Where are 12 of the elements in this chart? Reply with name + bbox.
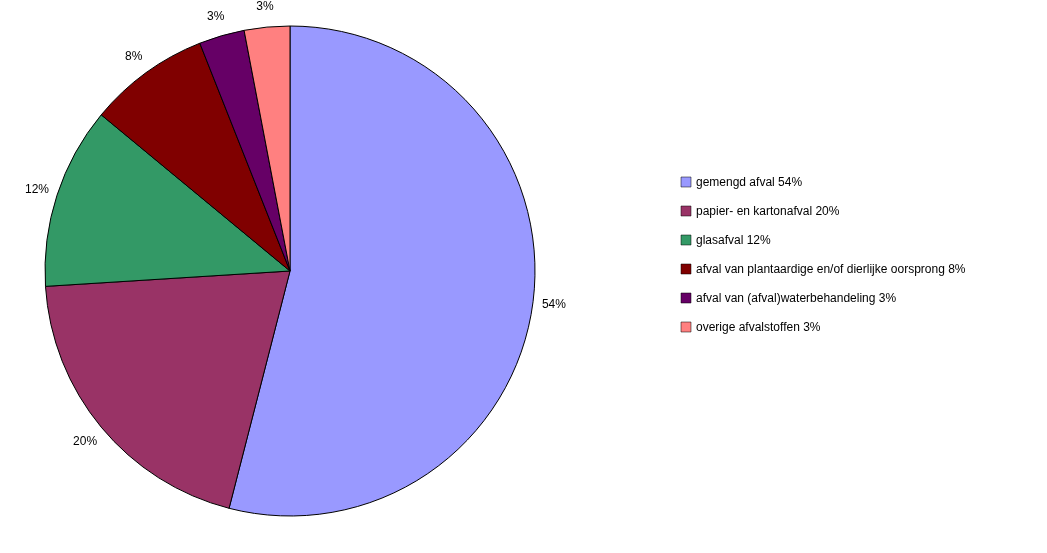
data-label: 3% xyxy=(256,0,274,14)
legend-label: afval van (afval)waterbehandeling 3% xyxy=(696,291,897,305)
data-label: 20% xyxy=(73,433,98,448)
legend-label: papier- en kartonafval 20% xyxy=(696,204,840,218)
data-label: 3% xyxy=(207,8,225,23)
data-label: 12% xyxy=(25,181,50,196)
data-label: 8% xyxy=(124,48,143,63)
legend-label: gemengd afval 54% xyxy=(696,175,803,189)
legend-label: glasafval 12% xyxy=(696,233,772,247)
legend-label: overige afvalstoffen 3% xyxy=(696,320,821,334)
legend-label: afval van plantaardige en/of dierlijke oorsprong 8% xyxy=(696,262,966,276)
data-label: 54% xyxy=(541,297,567,312)
